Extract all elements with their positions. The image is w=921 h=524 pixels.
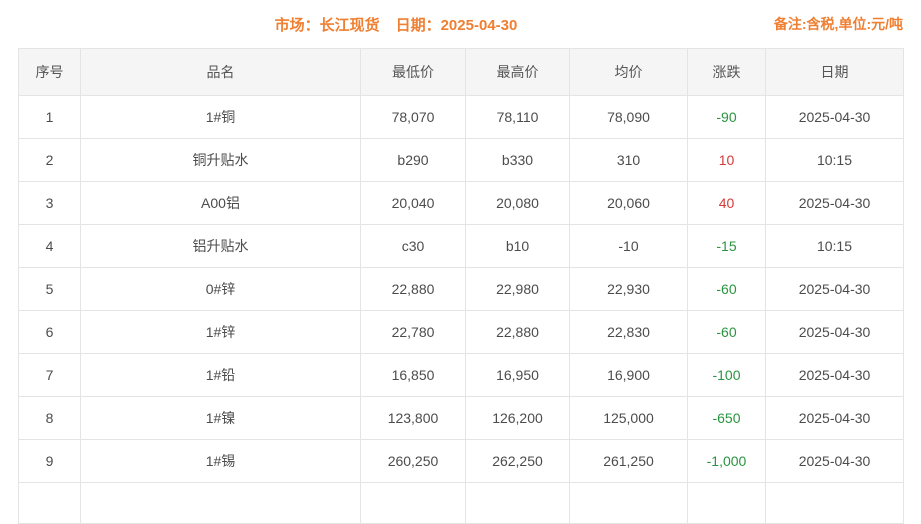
cell-high: b330 bbox=[465, 138, 570, 182]
cell-name: 1#锡 bbox=[80, 439, 361, 483]
cell-avg: 20,060 bbox=[569, 181, 688, 225]
cell-low: 22,880 bbox=[360, 267, 466, 311]
cell-avg: 78,090 bbox=[569, 95, 688, 139]
cell-date: 10:15 bbox=[765, 138, 904, 182]
cell-date: 10:15 bbox=[765, 224, 904, 268]
cell-change: 40 bbox=[687, 181, 766, 225]
cell-no: 5 bbox=[18, 267, 81, 311]
cell-low: 260,250 bbox=[360, 439, 466, 483]
column-header-avg: 均价 bbox=[569, 48, 688, 96]
column-header-no: 序号 bbox=[18, 48, 81, 96]
cell-no: 7 bbox=[18, 353, 81, 397]
column-header-change: 涨跌 bbox=[687, 48, 766, 96]
cell-change: -90 bbox=[687, 95, 766, 139]
table-row-partial bbox=[18, 482, 904, 524]
header-row: 序号 品名 最低价 最高价 均价 涨跌 日期 bbox=[18, 48, 904, 96]
cell-low: 123,800 bbox=[360, 396, 466, 440]
cell-empty bbox=[765, 482, 904, 524]
cell-low: 22,780 bbox=[360, 310, 466, 354]
cell-low: b290 bbox=[360, 138, 466, 182]
cell-empty bbox=[18, 482, 81, 524]
cell-empty bbox=[360, 482, 466, 524]
cell-date: 2025-04-30 bbox=[765, 267, 904, 311]
table-row: 4 铝升贴水 c30 b10 -10 -15 10:15 bbox=[18, 224, 904, 268]
market-info: 市场：长江现货 日期：2025-04-30 bbox=[18, 14, 774, 35]
cell-no: 6 bbox=[18, 310, 81, 354]
cell-empty bbox=[80, 482, 361, 524]
table-body: 1 1#铜 78,070 78,110 78,090 -90 2025-04-30 2 铜升贴水… bbox=[18, 95, 904, 524]
cell-low: 78,070 bbox=[360, 95, 466, 139]
cell-change: 10 bbox=[687, 138, 766, 182]
cell-high: 22,980 bbox=[465, 267, 570, 311]
cell-high: b10 bbox=[465, 224, 570, 268]
table-header: 序号 品名 最低价 最高价 均价 涨跌 日期 bbox=[18, 48, 904, 96]
cell-low: 20,040 bbox=[360, 181, 466, 225]
remark-note: 备注:含税,单位:元/吨 bbox=[773, 16, 903, 32]
date-label: 日期：2025-04-30 bbox=[395, 16, 518, 34]
cell-avg: -10 bbox=[569, 224, 688, 268]
cell-name: 0#锌 bbox=[80, 267, 361, 311]
table-row: 8 1#镍 123,800 126,200 125,000 -650 2025-04-30 bbox=[18, 396, 904, 440]
cell-no: 8 bbox=[18, 396, 81, 440]
cell-avg: 22,830 bbox=[569, 310, 688, 354]
market-label: 市场：长江现货 bbox=[274, 16, 380, 34]
cell-high: 20,080 bbox=[465, 181, 570, 225]
table-row: 5 0#锌 22,880 22,980 22,930 -60 2025-04-30 bbox=[18, 267, 904, 311]
cell-avg: 310 bbox=[569, 138, 688, 182]
column-header-name: 品名 bbox=[80, 48, 361, 96]
cell-change: -100 bbox=[687, 353, 766, 397]
cell-date: 2025-04-30 bbox=[765, 353, 904, 397]
cell-name: 1#锌 bbox=[80, 310, 361, 354]
table-row: 7 1#铅 16,850 16,950 16,900 -100 2025-04-30 bbox=[18, 353, 904, 397]
cell-empty bbox=[465, 482, 570, 524]
cell-name: A00铝 bbox=[80, 181, 361, 225]
cell-name: 铝升贴水 bbox=[80, 224, 361, 268]
column-header-date: 日期 bbox=[765, 48, 904, 96]
cell-avg: 261,250 bbox=[569, 439, 688, 483]
table-row: 3 A00铝 20,040 20,080 20,060 40 2025-04-30 bbox=[18, 181, 904, 225]
cell-date: 2025-04-30 bbox=[765, 95, 904, 139]
cell-change: -15 bbox=[687, 224, 766, 268]
column-header-low: 最低价 bbox=[360, 48, 466, 96]
cell-high: 262,250 bbox=[465, 439, 570, 483]
cell-low: 16,850 bbox=[360, 353, 466, 397]
cell-no: 1 bbox=[18, 95, 81, 139]
cell-high: 16,950 bbox=[465, 353, 570, 397]
table-row: 2 铜升贴水 b290 b330 310 10 10:15 bbox=[18, 138, 904, 182]
cell-avg: 16,900 bbox=[569, 353, 688, 397]
cell-name: 1#镍 bbox=[80, 396, 361, 440]
table-row: 6 1#锌 22,780 22,880 22,830 -60 2025-04-30 bbox=[18, 310, 904, 354]
cell-empty bbox=[569, 482, 688, 524]
price-table: 序号 品名 最低价 最高价 均价 涨跌 日期 1 1#铜 78,070 78,110 78,090-… bbox=[18, 48, 904, 524]
cell-date: 2025-04-30 bbox=[765, 396, 904, 440]
cell-date: 2025-04-30 bbox=[765, 439, 904, 483]
cell-name: 铜升贴水 bbox=[80, 138, 361, 182]
cell-date: 2025-04-30 bbox=[765, 181, 904, 225]
cell-change: -60 bbox=[687, 310, 766, 354]
cell-date: 2025-04-30 bbox=[765, 310, 904, 354]
cell-no: 9 bbox=[18, 439, 81, 483]
cell-no: 4 bbox=[18, 224, 81, 268]
cell-low: c30 bbox=[360, 224, 466, 268]
cell-name: 1#铜 bbox=[80, 95, 361, 139]
topbar: 市场：长江现货 日期：2025-04-30 备注:含税,单位:元/吨 bbox=[0, 0, 921, 48]
cell-change: -650 bbox=[687, 396, 766, 440]
cell-high: 78,110 bbox=[465, 95, 570, 139]
cell-name: 1#铅 bbox=[80, 353, 361, 397]
cell-empty bbox=[687, 482, 766, 524]
column-header-high: 最高价 bbox=[465, 48, 570, 96]
table-row: 1 1#铜 78,070 78,110 78,090 -90 2025-04-30 bbox=[18, 95, 904, 139]
cell-high: 22,880 bbox=[465, 310, 570, 354]
cell-change: -1,000 bbox=[687, 439, 766, 483]
table-row: 9 1#锡 260,250 262,250 261,250 -1,000 2025-04-3… bbox=[18, 439, 904, 483]
cell-change: -60 bbox=[687, 267, 766, 311]
cell-avg: 125,000 bbox=[569, 396, 688, 440]
cell-no: 3 bbox=[18, 181, 81, 225]
cell-no: 2 bbox=[18, 138, 81, 182]
cell-high: 126,200 bbox=[465, 396, 570, 440]
cell-avg: 22,930 bbox=[569, 267, 688, 311]
